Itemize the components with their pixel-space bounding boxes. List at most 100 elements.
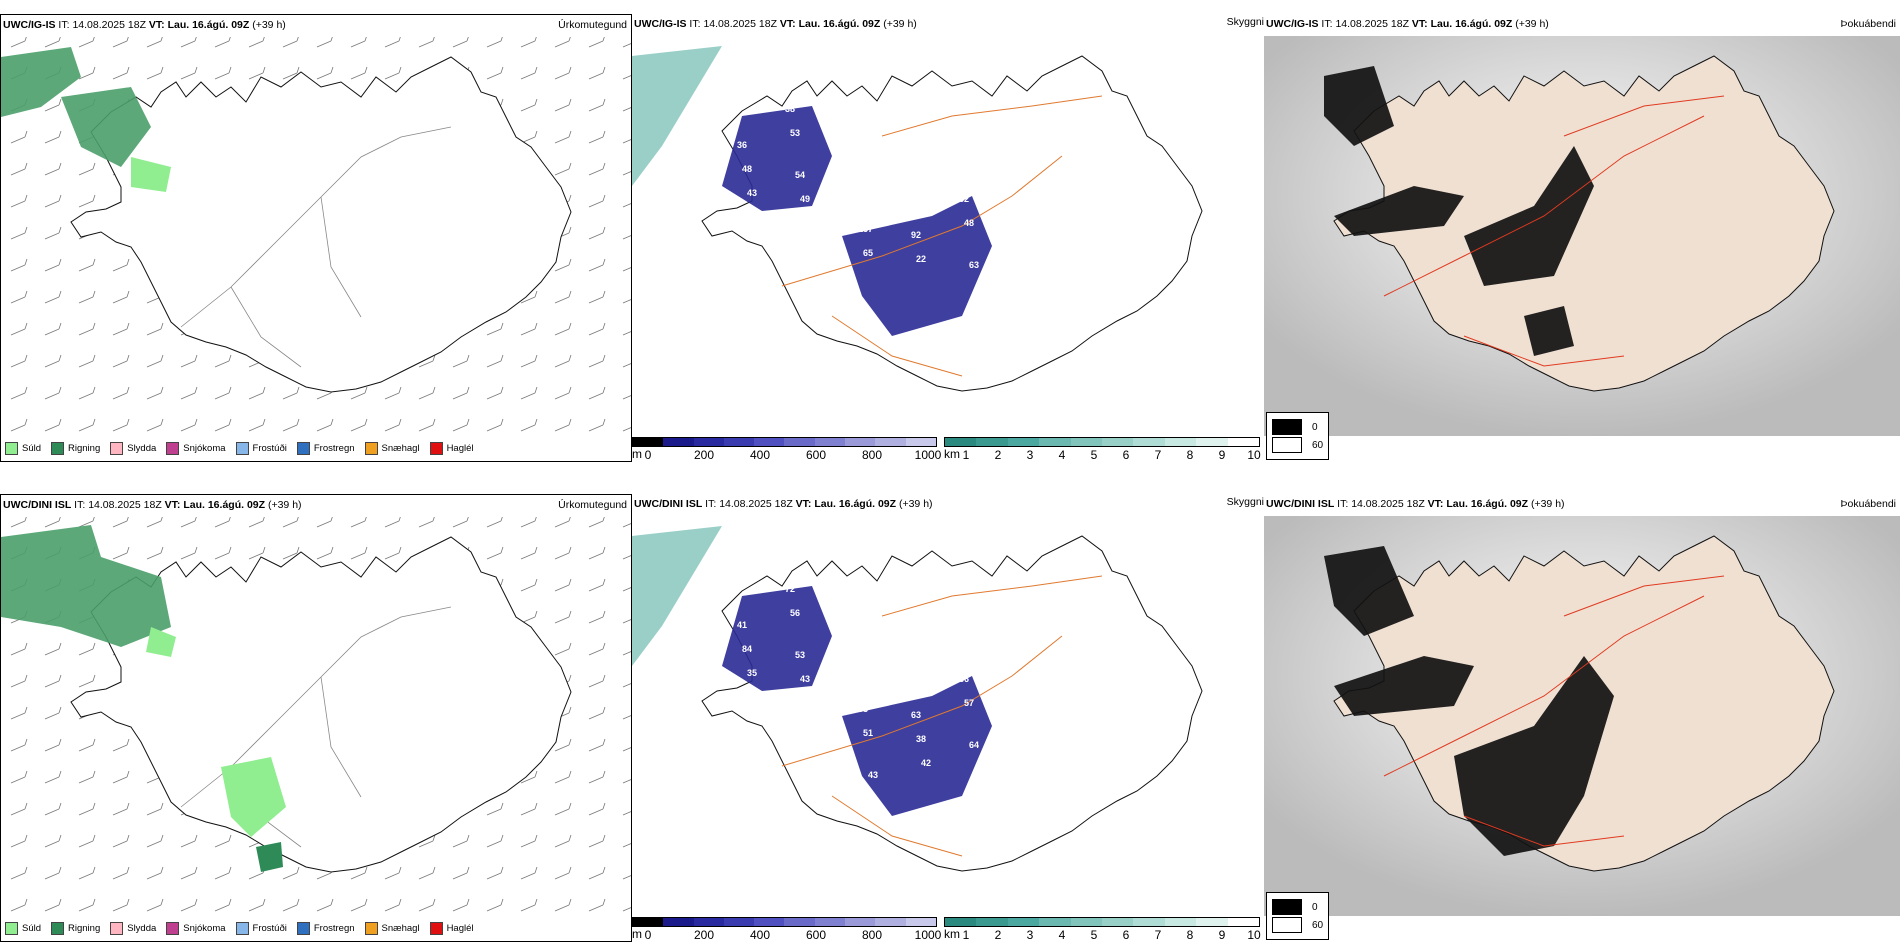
wind-barb <box>214 418 232 432</box>
wind-barb <box>10 642 28 656</box>
wind-barb <box>350 386 368 400</box>
legend-label: Súld <box>22 923 42 934</box>
roads <box>1383 95 1725 367</box>
fog-title-bottom: Þokuábendi <box>1840 498 1896 510</box>
wind-barb <box>44 738 62 752</box>
colorbar-tick: 400 <box>749 928 771 942</box>
wind-barb <box>622 843 631 848</box>
wind-barb <box>78 674 96 688</box>
wind-barb <box>622 235 631 240</box>
wind-barb <box>554 866 572 880</box>
cloud-base-label: 90 <box>757 254 767 264</box>
colorbar-tick: 1000 <box>914 448 942 462</box>
wind-barb <box>622 107 631 112</box>
wind-barb <box>44 674 62 688</box>
wind-barb <box>350 866 368 880</box>
wind-barb <box>452 834 470 848</box>
precip-header-bottom: UWC/DINI ISL IT: 14.08.2025 18Z VT: Lau.… <box>3 499 302 511</box>
wind-barb <box>112 354 130 368</box>
wind-barb <box>44 866 62 880</box>
legend-item: Frostúði <box>235 922 287 935</box>
wind-barb <box>520 770 538 784</box>
fog-legend-item: 0 <box>1272 899 1323 915</box>
wind-barb <box>78 258 96 272</box>
cloud-base-label: 53 <box>795 650 805 660</box>
wind-barb <box>44 162 62 176</box>
wind-barb <box>622 171 631 176</box>
fog-map-bottom <box>1264 516 1900 916</box>
legend-item: Rigning <box>51 442 100 455</box>
cloud-base-label: 64 <box>901 644 911 654</box>
wind-barb <box>78 866 96 880</box>
legend-label: Snæhagl <box>381 923 420 934</box>
wind-barb <box>180 834 198 848</box>
legend-label: Haglél <box>446 923 474 934</box>
wind-barb <box>486 66 504 80</box>
wind-barb <box>78 834 96 848</box>
wind-barb <box>622 267 631 272</box>
precip-map-bottom <box>1 517 631 912</box>
wind-barb <box>452 898 470 912</box>
wind-barb <box>622 203 631 208</box>
cloud-base-label: 53 <box>858 704 868 714</box>
wind-barb <box>418 354 436 368</box>
precip-area <box>1 525 286 872</box>
cloud-header-bottom: UWC/DINI ISL IT: 14.08.2025 18Z VT: Lau.… <box>634 498 933 510</box>
wind-barb <box>214 546 232 560</box>
wind-barb <box>146 418 164 432</box>
fog-legend-label: 0 <box>1312 901 1318 913</box>
cloud-base-label: 39 <box>853 680 863 690</box>
wind-barb <box>146 802 164 816</box>
wind-barb <box>554 98 572 112</box>
cloud-base-label: 48 <box>964 218 974 228</box>
wind-barb <box>554 770 572 784</box>
wind-barb <box>10 354 28 368</box>
wind-barb <box>350 546 368 560</box>
wind-barb <box>486 37 503 48</box>
fog-legend-item: 60 <box>1272 917 1323 933</box>
wind-barb <box>622 299 631 304</box>
coastline <box>1333 55 1835 392</box>
wind-barb <box>622 715 631 720</box>
legend-label: Súld <box>22 443 42 454</box>
cloud-base-label: 98 <box>752 230 762 240</box>
legend-label: Slydda <box>127 443 157 454</box>
wind-barb <box>44 194 62 208</box>
wind-barb <box>44 770 62 784</box>
wind-barb <box>316 898 334 912</box>
wind-barb <box>112 898 130 912</box>
precip-legend-bottom: Súld Rigning Slydda Snjókoma Frostúði Frostre… <box>5 922 474 935</box>
wind-barb <box>112 290 130 304</box>
fog-legend-swatch <box>1272 437 1302 453</box>
cloud-base-area <box>722 586 992 816</box>
wind-barb <box>214 37 231 48</box>
wind-barb <box>214 517 231 528</box>
wind-barb <box>350 418 368 432</box>
legend-swatch <box>364 442 378 455</box>
legend-swatch <box>5 442 18 455</box>
wind-barb <box>316 37 333 48</box>
colorbar-tick: 200 <box>693 928 715 942</box>
cloud-base-label: 38 <box>916 734 926 744</box>
legend-swatch <box>166 442 180 455</box>
wind-barb <box>554 898 572 912</box>
colorbar-tick: 1000 <box>914 928 942 942</box>
wind-barb <box>78 802 96 816</box>
cloud-base-label: 60 <box>949 128 959 138</box>
wind-barb <box>588 802 606 816</box>
wind-barb <box>418 866 436 880</box>
cloud-header-top: UWC/IG-IS IT: 14.08.2025 18Z VT: Lau. 16… <box>634 18 917 30</box>
cloud-base-label: 52 <box>959 194 969 204</box>
wind-barb <box>282 517 299 528</box>
cloud-base-label: 22 <box>916 254 926 264</box>
legend-item: Slydda <box>110 922 156 935</box>
wind-barb <box>452 386 470 400</box>
cloud-base-label: 37 <box>732 578 742 588</box>
wind-barb <box>180 418 198 432</box>
precip-title-bottom: Úrkomutegund <box>558 499 627 511</box>
cloud-base-label: 64 <box>969 740 979 750</box>
wind-barb <box>44 226 62 240</box>
fog-area <box>1324 66 1594 356</box>
wind-barb <box>44 642 62 656</box>
legend-swatch <box>235 922 249 935</box>
